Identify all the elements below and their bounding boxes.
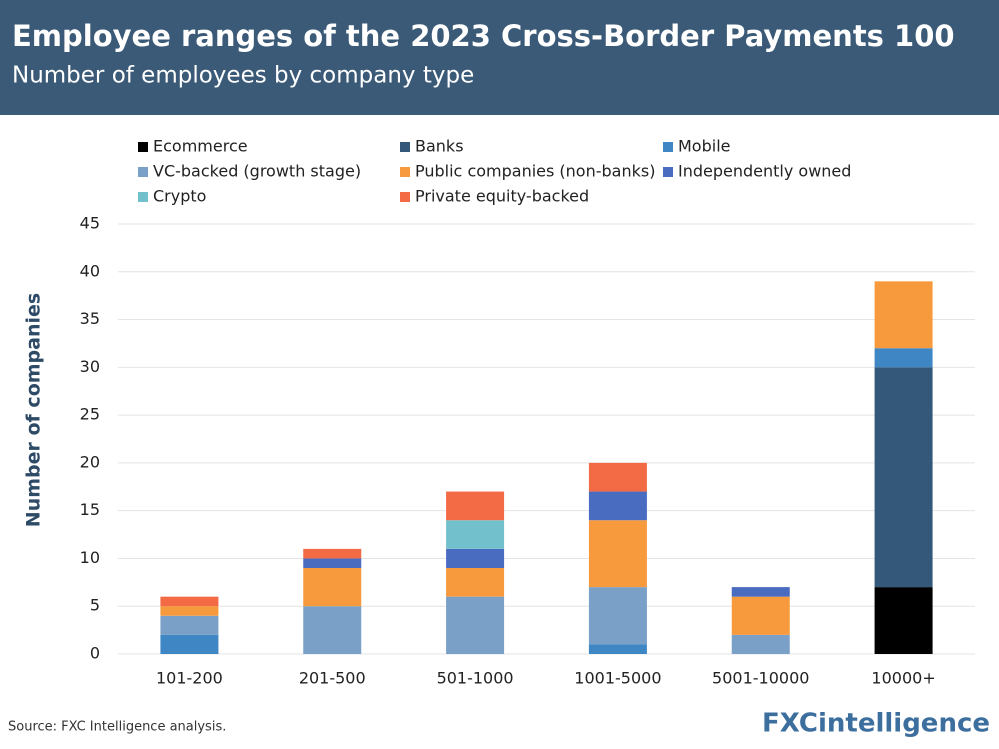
y-tick-label: 20 (80, 452, 100, 471)
bar-segment (446, 520, 505, 549)
bar-segment (160, 596, 219, 607)
legend-label: Banks (415, 137, 464, 156)
legend-label: Ecommerce (153, 137, 248, 156)
bar-segment (160, 606, 219, 616)
y-tick-label: 0 (90, 644, 100, 663)
bar-segment (874, 367, 933, 588)
x-tick-label: 201-500 (299, 669, 366, 688)
bar-segment (588, 462, 647, 492)
header-band (0, 0, 999, 115)
bar-segment (874, 587, 933, 654)
x-tick-label: 1001-5000 (574, 669, 661, 688)
bar-segment (874, 348, 933, 368)
logo: FXCintelligence (762, 709, 990, 739)
bar-segment (160, 634, 219, 654)
legend-label: Public companies (non-banks) (415, 162, 655, 181)
legend-swatch (400, 142, 410, 152)
y-tick-label: 30 (80, 357, 100, 376)
chart-title: Employee ranges of the 2023 Cross-Border… (12, 19, 955, 53)
legend-label: Crypto (153, 187, 206, 206)
bar-segment (446, 548, 505, 568)
x-tick-label: 501-1000 (437, 669, 514, 688)
legend-label: Mobile (678, 137, 730, 156)
bar-segment (303, 606, 362, 654)
bar-segment (731, 587, 790, 597)
bar-segment (446, 491, 505, 521)
legend-swatch (138, 142, 148, 152)
source-note: Source: FXC Intelligence analysis. (8, 720, 226, 735)
bar-segment (874, 281, 933, 349)
bar-segment (160, 615, 219, 635)
bar-segment (588, 644, 647, 654)
y-tick-label: 45 (80, 214, 100, 233)
bar-segment (588, 587, 647, 645)
y-tick-label: 15 (80, 500, 100, 519)
bar-segment (731, 596, 790, 635)
bar-segment (446, 568, 505, 597)
legend-label: VC-backed (growth stage) (153, 162, 361, 181)
x-tick-label: 101-200 (156, 669, 223, 688)
bar-segment (303, 558, 362, 568)
y-tick-label: 35 (80, 309, 100, 328)
chart-subtitle: Number of employees by company type (12, 63, 474, 89)
y-tick-label: 10 (80, 548, 100, 567)
legend-swatch (663, 167, 673, 177)
bar-segment (303, 548, 362, 559)
legend-label: Private equity-backed (415, 187, 589, 206)
x-tick-label: 10000+ (871, 669, 935, 688)
bar-segment (588, 491, 647, 521)
y-axis-label: Number of companies (23, 293, 45, 527)
legend-label: Independently owned (678, 162, 851, 181)
legend-swatch (138, 192, 148, 202)
bar-segment (303, 568, 362, 607)
legend-swatch (400, 192, 410, 202)
bar-segment (731, 634, 790, 654)
y-tick-label: 5 (90, 596, 100, 615)
y-tick-label: 40 (80, 261, 100, 280)
legend-swatch (663, 142, 673, 152)
legend-swatch (138, 167, 148, 177)
legend-swatch (400, 167, 410, 177)
x-tick-label: 5001-10000 (712, 669, 809, 688)
bar-segment (588, 520, 647, 588)
bar-segment (446, 596, 505, 654)
y-tick-label: 25 (80, 405, 100, 424)
